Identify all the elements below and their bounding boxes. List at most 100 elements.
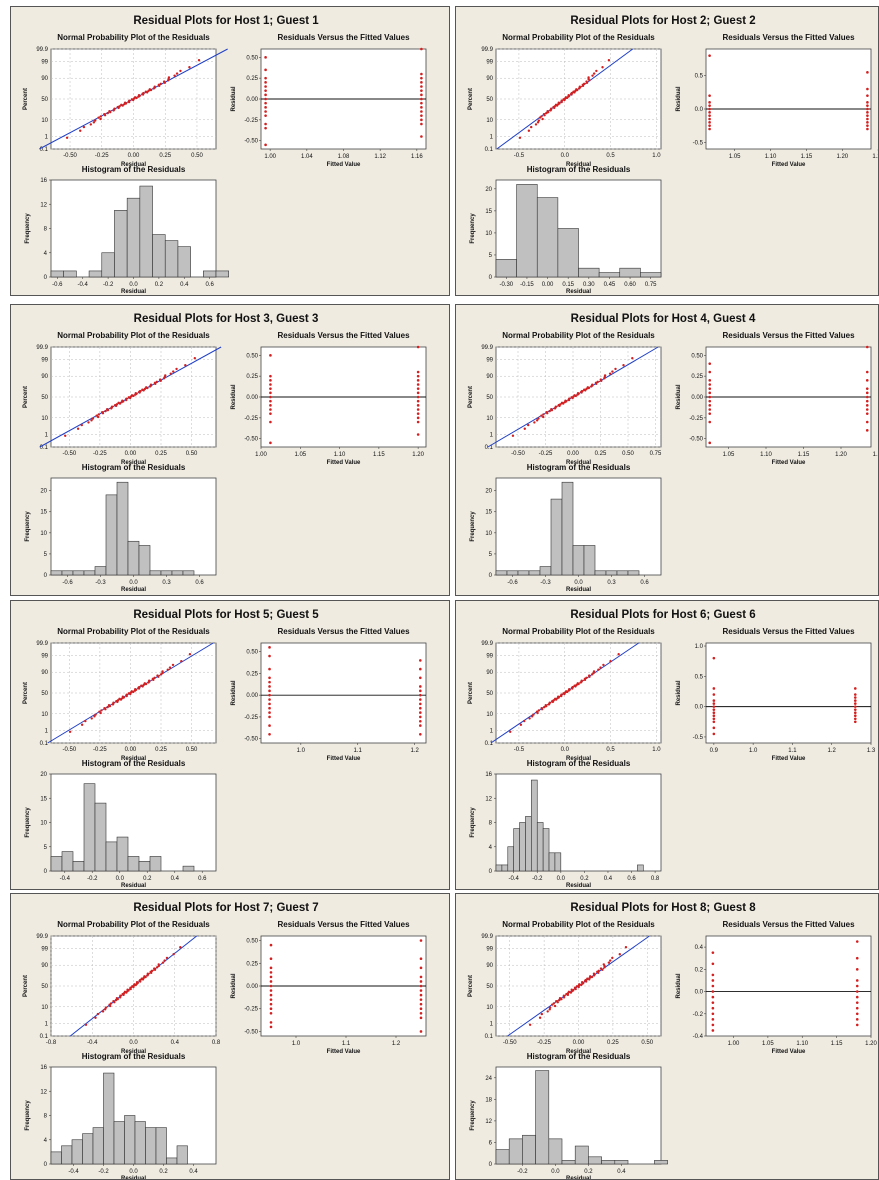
x-tick-label: 0.75 (650, 451, 662, 457)
histogram-bar (113, 1121, 125, 1165)
y-axis-label: Percent (23, 386, 29, 408)
y-tick-label: 20 (40, 772, 47, 778)
x-axis-label: Residual (121, 162, 146, 168)
data-point (712, 687, 716, 690)
panel-svg: Residual Plots for Host 7; Guest 7 Normal… (23, 902, 427, 1179)
x-axis-label: Residual (566, 1049, 591, 1055)
data-point (169, 372, 172, 375)
histogram-bar (525, 816, 532, 872)
data-point (269, 441, 272, 445)
y-axis-label: Residual (676, 973, 682, 998)
y-tick-label: 1 (490, 135, 494, 141)
x-tick-label: 0.2 (580, 876, 589, 882)
y-tick-label: 99.9 (36, 47, 48, 53)
data-point (708, 124, 711, 127)
x-tick-label: -0.4 (60, 876, 71, 882)
data-point (108, 110, 111, 113)
data-point (101, 410, 104, 414)
data-point (135, 981, 139, 984)
data-point (103, 706, 106, 710)
y-tick-label: 15 (40, 510, 47, 516)
histogram-bar (513, 828, 520, 872)
data-point (560, 99, 563, 102)
y-tick-label: 10 (41, 416, 48, 422)
data-point (159, 82, 162, 86)
y-axis-label: Frequency (25, 213, 31, 244)
data-point (596, 380, 599, 384)
x-tick-label: 0.0 (557, 876, 566, 882)
y-tick-label: 8 (44, 227, 48, 233)
y-tick-label: 10 (41, 1005, 48, 1011)
data-point (269, 993, 273, 997)
data-point (865, 370, 869, 374)
y-axis-label: Residual (676, 680, 682, 705)
data-point (607, 961, 611, 964)
data-point (708, 391, 712, 395)
data-point (268, 706, 271, 710)
y-tick-label: 4 (489, 845, 493, 851)
histogram-bar (528, 570, 541, 576)
y-tick-label: 0.50 (691, 353, 703, 359)
data-point (545, 111, 548, 115)
data-point (269, 966, 273, 970)
data-point (708, 395, 712, 399)
y-tick-label: 90 (486, 670, 493, 676)
histogram-bar (72, 570, 85, 576)
y-tick-label: 90 (486, 963, 493, 969)
y-axis-label: Residual (676, 86, 682, 111)
y-tick-label: 50 (486, 395, 493, 401)
x-tick-label: 0.25 (607, 1040, 619, 1046)
data-point (588, 975, 592, 978)
data-point (130, 690, 133, 693)
y-tick-label: 99.9 (481, 345, 493, 351)
data-point (269, 971, 273, 974)
y-tick-label: 0.1 (485, 147, 494, 153)
data-point (416, 399, 420, 403)
data-point (573, 986, 577, 989)
data-point (575, 88, 578, 91)
data-point (609, 959, 612, 962)
data-point (269, 975, 273, 979)
x-tick-label: 1.20 (836, 154, 848, 160)
data-point (416, 395, 420, 399)
histogram-bar (138, 860, 151, 872)
histogram-bar (61, 851, 74, 872)
histogram-bar (166, 1157, 178, 1165)
data-point (712, 711, 716, 714)
data-point (522, 719, 526, 723)
data-point (537, 119, 541, 122)
data-point (592, 972, 596, 975)
data-point (144, 90, 148, 93)
x-axis-label: Residual (566, 883, 591, 889)
data-point (112, 999, 115, 1003)
x-axis-label: Residual (121, 756, 146, 762)
x-tick-label: 1.05 (723, 452, 735, 458)
y-tick-label: 1 (45, 729, 49, 735)
data-point (535, 419, 539, 422)
x-tick-label: 0.2 (155, 282, 164, 288)
data-point (118, 105, 121, 108)
data-point (592, 670, 596, 673)
y-axis-label: Residual (231, 384, 237, 409)
x-tick-label: 1.1 (788, 748, 797, 754)
y-tick-label: 10 (486, 118, 493, 124)
data-point (576, 682, 580, 685)
data-point (853, 717, 857, 721)
x-tick-label: 1.2 (410, 748, 419, 754)
x-tick-label: 1.00 (264, 154, 276, 160)
data-point (708, 379, 712, 382)
data-point (711, 973, 715, 977)
data-point (420, 76, 423, 80)
x-tick-label: 0.0 (551, 1169, 560, 1175)
data-point (94, 119, 97, 122)
y-tick-label: 99 (41, 59, 48, 65)
x-tick-label: -0.4 (87, 1040, 98, 1046)
y-tick-label: -0.50 (244, 437, 258, 443)
histogram-bar (495, 259, 517, 278)
x-axis-label: Residual (566, 289, 591, 295)
data-point (121, 399, 124, 402)
data-point (93, 715, 96, 718)
data-point (130, 394, 134, 397)
histogram-bar (124, 1115, 136, 1165)
data-point (617, 653, 620, 656)
